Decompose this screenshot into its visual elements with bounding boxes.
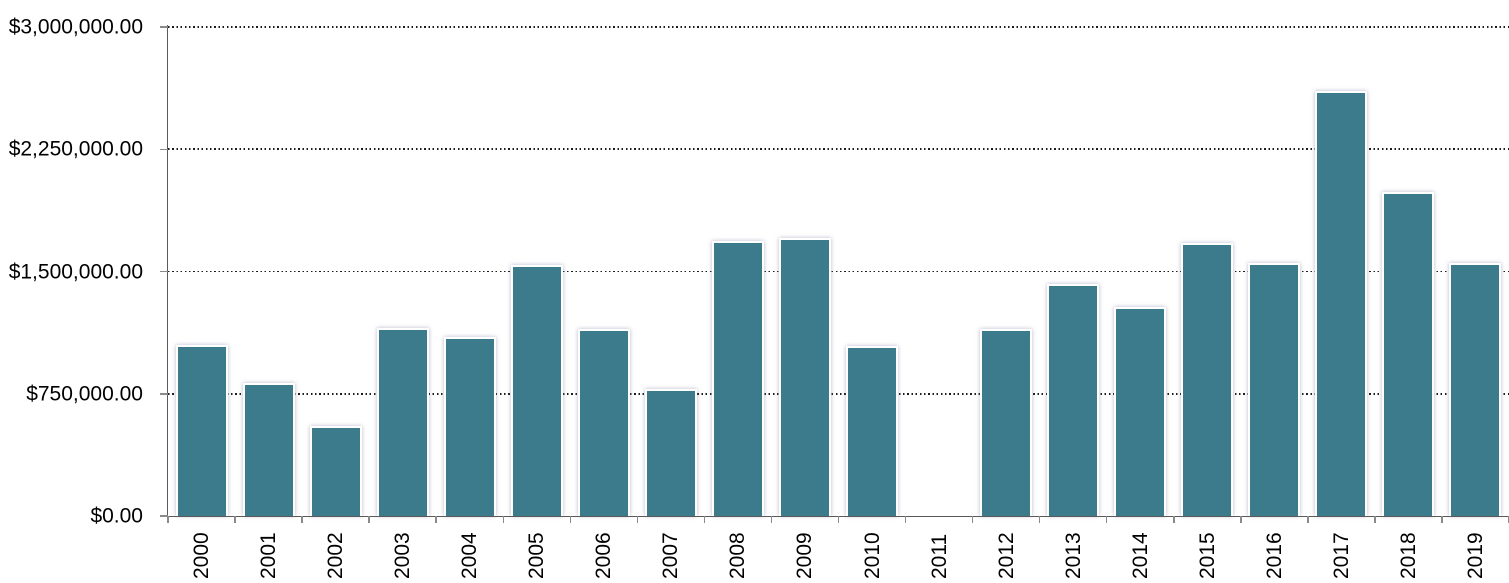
x-tick	[1038, 516, 1041, 523]
x-axis-label: 2002	[324, 532, 348, 579]
x-axis-line	[166, 515, 1509, 517]
x-axis-label: 2013	[1061, 532, 1085, 579]
bar	[309, 426, 362, 516]
x-tick	[1240, 516, 1242, 523]
y-axis-label: $2,250,000.00	[8, 137, 143, 161]
bar	[980, 329, 1033, 516]
bar	[1449, 262, 1502, 516]
x-tick	[502, 516, 504, 523]
bar	[778, 238, 831, 516]
bar	[175, 344, 228, 516]
bar	[711, 240, 764, 516]
x-axis-label: 2015	[1195, 532, 1219, 579]
x-axis-label: 2019	[1463, 532, 1487, 579]
gridline	[168, 26, 1509, 28]
x-axis-label: 2004	[458, 532, 482, 579]
bar	[1248, 262, 1301, 516]
x-tick	[904, 516, 907, 523]
x-axis-label: 2016	[1262, 532, 1286, 579]
y-axis-label: $1,500,000.00	[8, 260, 143, 283]
x-tick	[971, 516, 974, 523]
x-axis-label: 2006	[592, 532, 616, 579]
x-tick	[368, 516, 370, 523]
x-tick	[770, 516, 773, 523]
y-axis-line	[166, 25, 168, 518]
bar	[846, 346, 899, 516]
y-axis-label: $0.00	[90, 504, 143, 528]
y-axis-label: $3,000,000.00	[8, 15, 143, 39]
x-axis-label: 2017	[1329, 532, 1353, 579]
x-tick	[703, 516, 706, 523]
x-axis-label: 2003	[391, 532, 415, 579]
x-tick	[435, 516, 437, 523]
x-axis-label: 2007	[659, 532, 683, 579]
x-axis-label: 2014	[1128, 532, 1152, 579]
x-tick	[234, 516, 236, 523]
bar	[1382, 191, 1435, 516]
bar	[1114, 306, 1167, 516]
x-tick	[301, 516, 303, 523]
x-axis-label: 2005	[525, 532, 549, 579]
x-tick	[1374, 516, 1376, 523]
x-axis-label: 2008	[726, 532, 750, 579]
y-axis-label: $750,000.00	[26, 382, 143, 406]
x-tick	[1173, 516, 1175, 523]
x-tick	[1307, 516, 1309, 523]
x-axis-label: 2009	[793, 532, 817, 579]
bar	[510, 264, 563, 516]
x-tick	[837, 516, 840, 523]
x-axis-label: 2012	[994, 532, 1018, 579]
x-axis-label: 2010	[860, 532, 884, 579]
bar	[577, 329, 630, 516]
bar	[644, 388, 697, 516]
bar	[1181, 242, 1234, 516]
x-tick	[1441, 516, 1443, 523]
bar	[443, 336, 496, 516]
gridline	[168, 148, 1509, 151]
x-axis-label: 2011	[927, 533, 951, 579]
x-axis-label: 2001	[257, 532, 281, 579]
bar	[376, 327, 429, 516]
x-tick	[1105, 516, 1108, 523]
x-axis-label: 2000	[190, 532, 214, 579]
gridline	[168, 270, 1509, 273]
bar	[1047, 283, 1100, 516]
x-tick	[569, 516, 572, 523]
x-tick	[636, 516, 639, 523]
x-axis-label: 2018	[1396, 532, 1420, 579]
gridline	[168, 392, 1509, 395]
bar	[1315, 90, 1368, 516]
bar	[242, 383, 295, 516]
